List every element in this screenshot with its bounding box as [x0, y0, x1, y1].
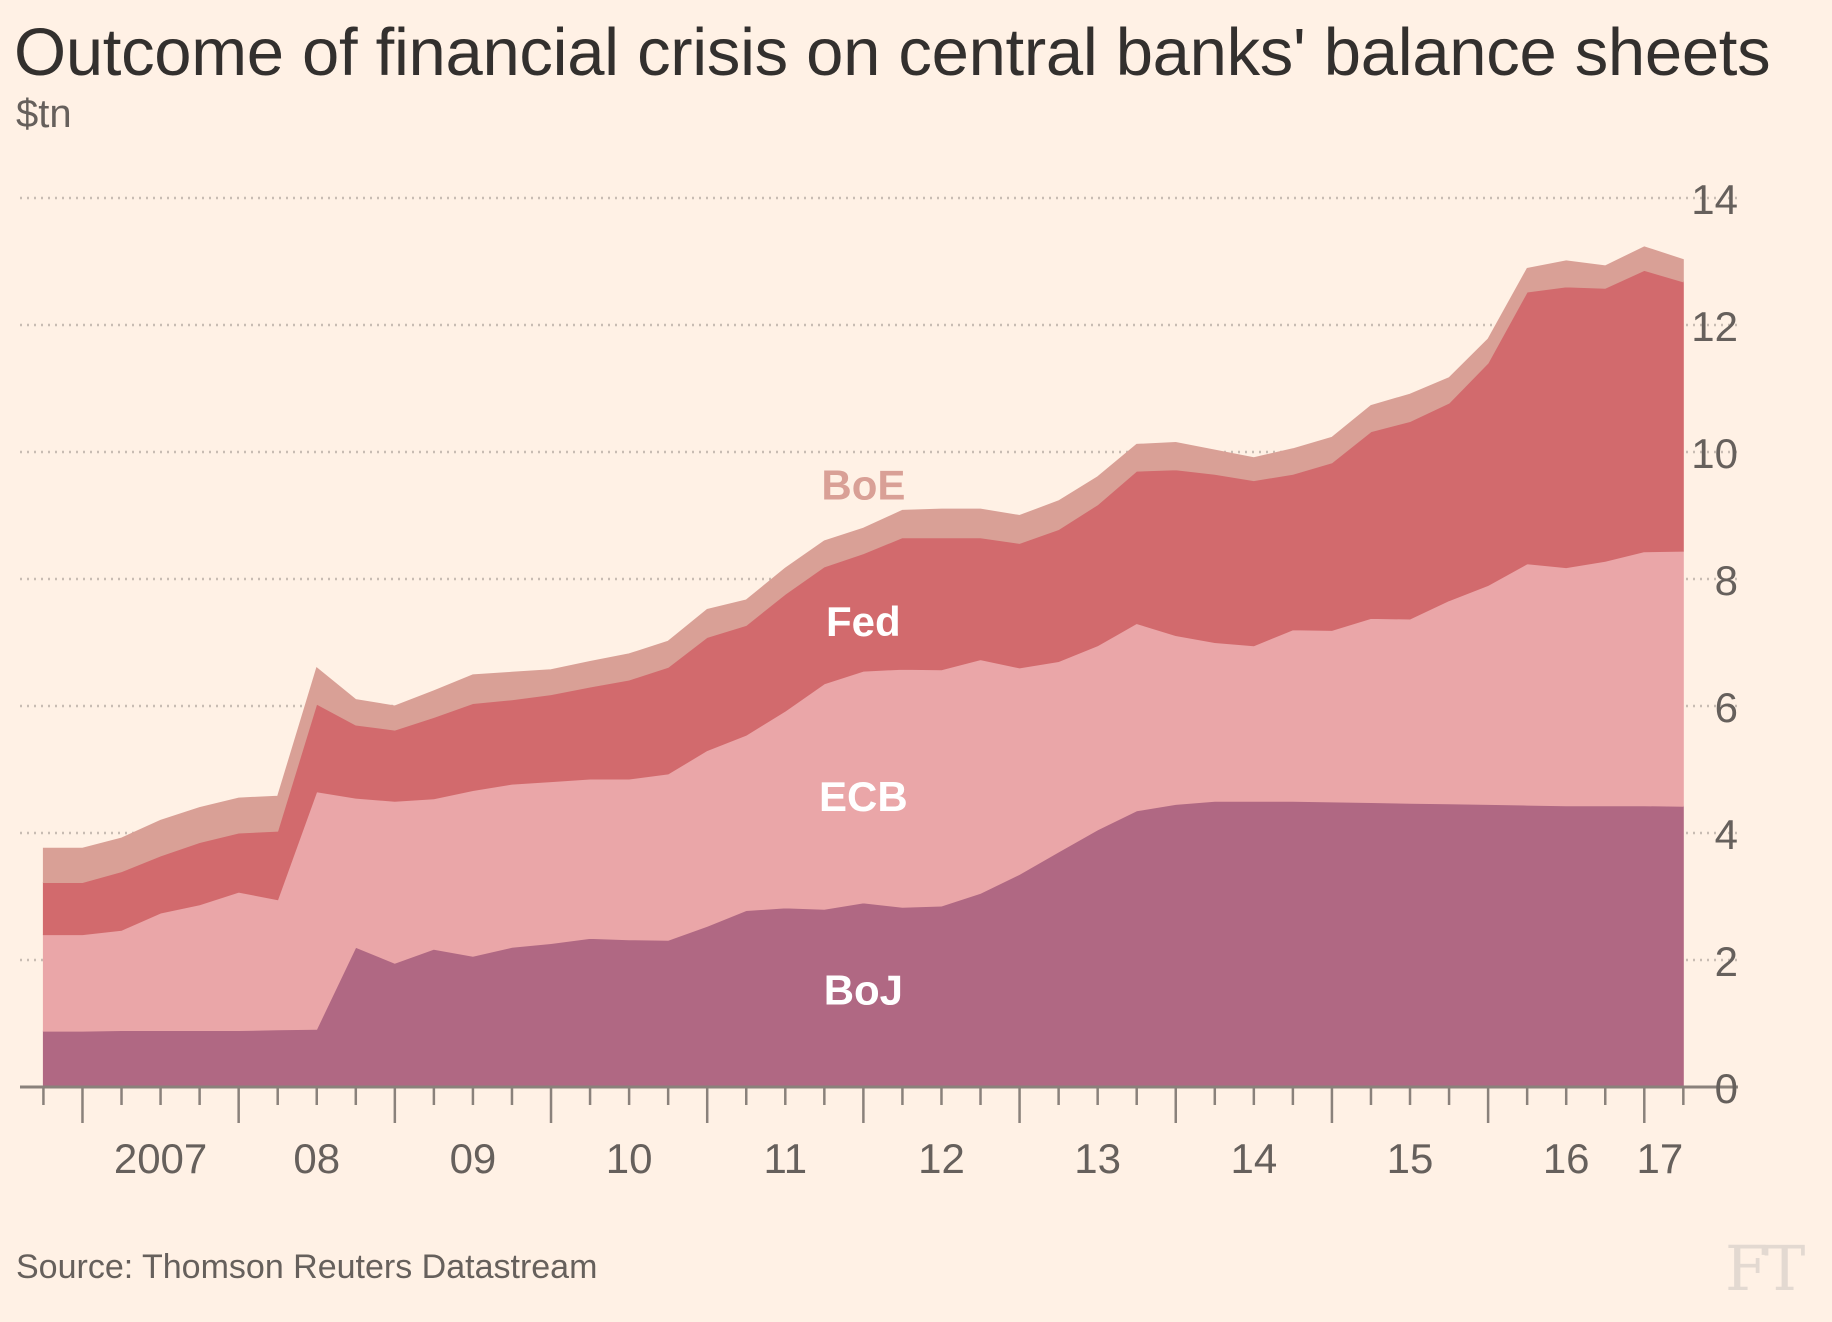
y-tick-label: 0 [1715, 1065, 1738, 1112]
x-tick-label: 17 [1637, 1135, 1684, 1182]
area-boe [42, 246, 1684, 883]
x-tick-label: 09 [450, 1135, 497, 1182]
x-tick-label: 13 [1074, 1135, 1121, 1182]
x-tick-label: 10 [606, 1135, 653, 1182]
y-tick-label: 6 [1715, 684, 1738, 731]
y-tick-label: 8 [1715, 557, 1738, 604]
x-tick-label: 2007 [114, 1135, 207, 1182]
x-tick-label: 14 [1230, 1135, 1277, 1182]
series-label-fed: Fed [826, 598, 901, 645]
areas [42, 246, 1684, 1088]
y-axis: 0 2 4 6 8 10 12 14 [1691, 176, 1738, 1112]
y-tick-label: 4 [1715, 811, 1738, 858]
x-axis: 2007 08 09 10 11 12 13 14 15 16 17 [20, 1085, 1738, 1182]
series-labels: BoE Fed ECB BoJ [819, 462, 908, 1014]
x-tick-label: 15 [1387, 1135, 1434, 1182]
x-tick-label: 16 [1543, 1135, 1590, 1182]
x-tick-label: 12 [918, 1135, 965, 1182]
x-tick-label: 08 [293, 1135, 340, 1182]
series-label-boe: BoE [821, 462, 905, 509]
ft-logo: FT [1725, 1232, 1805, 1305]
y-tick-label: 2 [1715, 938, 1738, 985]
x-tick-label: 11 [763, 1135, 807, 1182]
y-unit-label: $tn [16, 92, 72, 136]
series-label-ecb: ECB [819, 773, 908, 820]
chart-title: Outcome of financial crisis on central b… [14, 15, 1771, 90]
y-tick-label: 14 [1691, 176, 1738, 223]
y-tick-label: 12 [1691, 303, 1738, 350]
y-tick-label: 10 [1691, 430, 1738, 477]
source-note: Source: Thomson Reuters Datastream [16, 1248, 598, 1286]
series-label-boj: BoJ [824, 966, 903, 1013]
